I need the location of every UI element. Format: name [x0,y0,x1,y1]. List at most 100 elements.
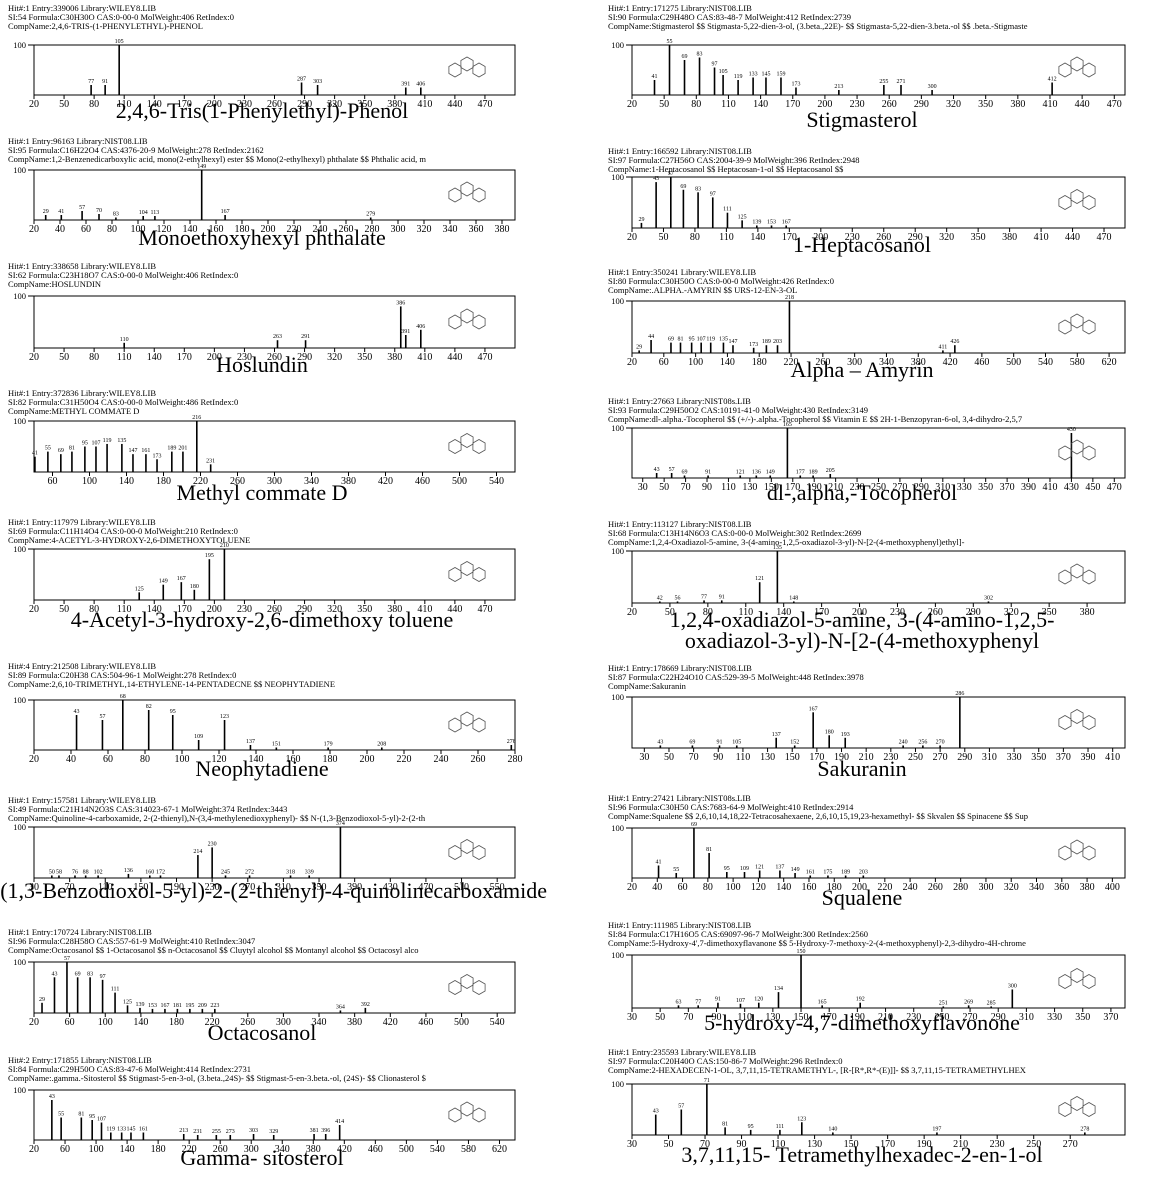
y-tick-label: 100 [611,40,624,50]
structure-sketch [1059,570,1071,584]
x-tick-label: 140 [120,1144,135,1155]
x-tick-label: 60 [81,224,91,235]
compound-name: Alpha – Amyrin [791,357,934,382]
x-tick-label: 350 [978,482,993,493]
structure-sketch [461,975,473,989]
x-tick-label: 170 [785,99,800,110]
plot-frame [632,45,1125,95]
x-tick-label: 320 [1004,882,1019,893]
peak-label: 255 [212,1129,221,1135]
x-tick-label: 400 [1105,882,1120,893]
x-tick-label: 140 [776,882,791,893]
x-tick-label: 40 [652,882,662,893]
peak-label: 386 [396,300,405,306]
x-tick-label: 420 [943,357,958,368]
peak-label: 300 [1008,983,1017,989]
hit-info: CompName:.gamma.-Sitosterol $$ Stigmast-… [8,1073,426,1083]
x-tick-label: 170 [177,352,192,363]
peak-label: 95 [89,1114,95,1120]
structure-sketch [449,846,461,860]
plot-frame [632,828,1125,878]
peak-label: 43 [49,1094,55,1100]
x-tick-label: 460 [415,476,430,487]
spectrum-panel: Hit#:1 Entry:113127 Library:NIST08.LIBSI… [608,519,1125,653]
peak-label: 69 [689,739,695,745]
peak-label: 272 [245,869,254,875]
peak-label: 278 [1080,1126,1089,1132]
x-tick-label: 440 [447,352,462,363]
x-tick-label: 20 [29,604,39,615]
peak-label: 57 [678,1104,684,1110]
peak-label: 43 [74,709,80,715]
peak-label: 172 [156,869,165,875]
structure-sketch [473,1108,485,1122]
x-tick-label: 250 [908,752,923,763]
x-tick-label: 380 [495,224,510,235]
spectrum-panel: Hit#:1 Entry:27421 Library:NIST08s.LIBSI… [608,793,1125,910]
x-tick-label: 350 [971,232,986,243]
compound-name: 4-Acetyl-3-hydroxy-2,6-dimethoxy toluene [71,607,453,632]
x-tick-label: 350 [1075,1012,1090,1023]
peak-label: 381 [310,1128,319,1134]
peak-label: 69 [682,470,688,476]
structure-sketch [461,840,473,854]
x-tick-label: 60 [48,476,58,487]
structure-sketch [473,846,485,860]
x-tick-label: 60 [103,754,113,765]
spectrum-panel: Hit#:1 Entry:178669 Library:NIST08.LIBSI… [608,663,1125,781]
structure-sketch [449,63,461,77]
peak-label: 97 [100,974,106,980]
x-tick-label: 90 [702,482,712,493]
x-tick-label: 140 [119,476,134,487]
peak-label: 213 [179,1128,188,1134]
x-tick-label: 360 [469,224,484,235]
spectrum-panel: Hit#:1 Entry:171275 Library:NIST08.LIBSI… [608,3,1125,132]
x-tick-label: 620 [492,1144,507,1155]
peak-label: 81 [678,337,684,343]
peak-label: 175 [823,870,832,876]
peak-label: 125 [135,586,144,592]
x-tick-label: 150 [785,752,800,763]
x-tick-label: 390 [1021,482,1036,493]
peak-label: 119 [706,337,715,343]
peak-label: 149 [766,470,775,476]
peak-label: 201 [178,446,187,452]
hit-info: CompName:Octacosanol $$ 1-Octacosanol $$… [8,945,419,955]
structure-sketch [1083,446,1095,460]
structure-sketch [1059,63,1071,77]
x-tick-label: 100 [726,882,741,893]
hit-info: CompName:2,6,10-TRIMETHYL,14-ETHYLENE-14… [8,679,335,689]
peak-label: 218 [785,295,794,301]
peak-label: 140 [828,1126,837,1132]
peak-label: 95 [724,866,730,872]
figure: Hit#:1 Entry:339006 Library:WILEY8.LIBSI… [0,0,1153,1177]
structure-sketch [449,188,461,202]
y-tick-label: 100 [611,423,624,433]
peak-label: 77 [88,79,94,85]
structure-sketch [1083,975,1095,989]
peak-label: 270 [936,739,945,745]
peak-label: 263 [273,334,282,340]
peak-label: 81 [706,847,712,853]
peak-label: 173 [749,342,758,348]
peak-label: 104 [139,210,148,216]
x-tick-label: 320 [327,352,342,363]
peak-label: 152 [790,739,799,745]
x-tick-label: 80 [107,224,117,235]
spectrum-panel: Hit#:1 Entry:27663 Library:NIST08s.LIBSI… [608,396,1125,505]
peak-label: 173 [153,453,162,459]
x-tick-label: 140 [720,357,735,368]
peak-label: 121 [755,576,764,582]
peak-label: 180 [190,584,199,590]
peak-label: 135 [773,545,782,551]
compound-name: 3,7,11,15- Tetramethylhexadec-2-en-1-ol [681,1142,1042,1167]
x-tick-label: 50 [655,1012,665,1023]
spectrum-panel: Hit#:1 Entry:111985 Library:NIST08.LIBSI… [608,920,1125,1035]
structure-sketch [449,440,461,454]
spectrum-panel: Hit#:1 Entry:170724 Library:NIST08.LIBSI… [8,927,515,1045]
peak-label: 82 [146,704,152,710]
peak-label: 147 [728,339,737,345]
x-tick-label: 410 [1042,482,1057,493]
peak-label: 123 [220,714,229,720]
peak-label: 121 [755,865,764,871]
